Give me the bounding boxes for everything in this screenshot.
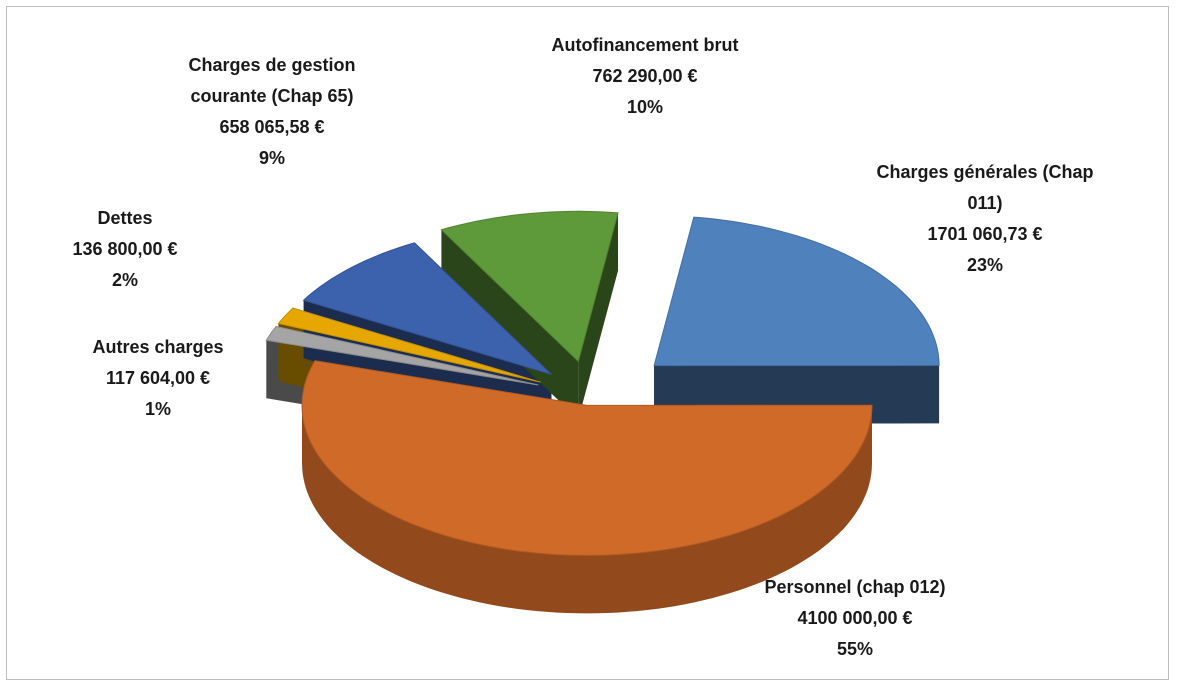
data-label: Charges de gestion courante (Chap 65) 658… (152, 50, 392, 174)
pie-slice (440, 210, 619, 363)
data-label: Autofinancement brut 762 290,00 € 10% (540, 30, 750, 123)
data-label: Autres charges 117 604,00 € 1% (58, 332, 258, 425)
label-amount: 1701 060,73 € (927, 224, 1043, 244)
data-label: Charges générales (Chap 011) 1701 060,73 … (870, 157, 1100, 281)
label-percent: 9% (258, 148, 285, 168)
pie-slice (653, 216, 940, 367)
label-category: Autofinancement brut (551, 35, 739, 55)
label-amount: 4100 000,00 € (797, 608, 913, 628)
label-category: Personnel (chap 012) (764, 577, 946, 597)
pie-slice (277, 307, 541, 383)
label-percent: 23% (966, 255, 1004, 275)
chart-frame (6, 6, 1169, 680)
pie-slice (302, 242, 552, 375)
label-percent: 55% (836, 639, 874, 659)
label-percent: 1% (144, 399, 171, 419)
label-percent: 10% (626, 97, 664, 117)
label-category: Charges générales (Chap 011) (876, 162, 1094, 213)
slice-radial-side (578, 212, 618, 420)
label-amount: 658 065,58 € (219, 117, 325, 137)
label-category: Dettes (97, 208, 153, 228)
slice-outer-side (302, 405, 872, 614)
pie-slice (301, 360, 873, 556)
pie-slice (265, 325, 539, 386)
label-category: Charges de gestion courante (Chap 65) (188, 55, 356, 106)
slice-tops (265, 210, 940, 556)
label-amount: 762 290,00 € (592, 66, 698, 86)
label-amount: 136 800,00 € (72, 239, 178, 259)
label-category: Autres charges (92, 337, 224, 357)
label-amount: 117 604,00 € (105, 368, 211, 388)
data-label: Dettes 136 800,00 € 2% (40, 203, 210, 296)
data-label: Personnel (chap 012) 4100 000,00 € 55% (725, 572, 985, 665)
label-percent: 2% (111, 270, 138, 290)
